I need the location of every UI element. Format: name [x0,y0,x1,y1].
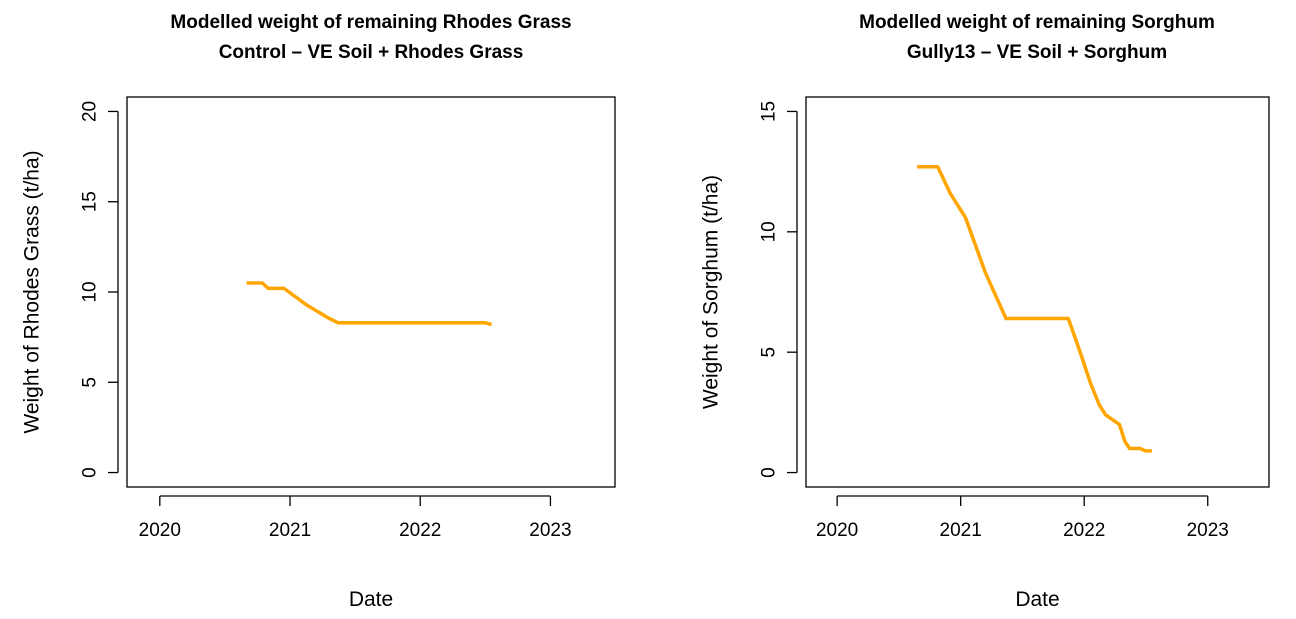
y-tick-label: 5 [80,377,101,388]
y-axis-title: Weight of Rhodes Grass (t/ha) [21,150,44,433]
x-tick-label: 2023 [1187,520,1229,541]
y-tick-label: 0 [80,467,101,478]
plot-frame [805,96,1270,488]
y-tick-label: 20 [80,101,101,122]
plot-frame [126,96,616,488]
chart-panel-2: Modelled weight of remaining Sorghum Gull… [700,12,1270,611]
chart-subtitle: Control – VE Soil + Rhodes Grass [219,42,524,63]
y-tick-label: 10 [80,281,101,302]
chart-subtitle: Gully13 – VE Soil + Sorghum [907,42,1167,63]
x-tick-label: 2020 [816,520,858,541]
x-tick-label: 2022 [1063,520,1105,541]
x-axis-title: Date [349,588,393,611]
x-tick-label: 2020 [139,520,181,541]
chart-panel-1: Modelled weight of remaining Rhodes Gras… [21,12,616,611]
series-line-1 [246,281,493,327]
y-tick-label: 0 [759,467,780,478]
y-tick-label: 15 [80,191,101,212]
y-axis-title: Weight of Sorghum (t/ha) [700,175,723,409]
y-tick-label: 5 [759,347,780,358]
x-tick-label: 2021 [269,520,311,541]
y-tick-label: 15 [759,101,780,122]
y-tick-label: 10 [759,221,780,242]
x-tick-label: 2023 [529,520,571,541]
series-line-1 [917,165,1152,453]
x-tick-label: 2021 [940,520,982,541]
x-axis-title: Date [1015,588,1059,611]
chart-title: Modelled weight of remaining Rhodes Gras… [170,12,571,33]
x-tick-label: 2022 [399,520,441,541]
chart-title: Modelled weight of remaining Sorghum [859,12,1215,33]
